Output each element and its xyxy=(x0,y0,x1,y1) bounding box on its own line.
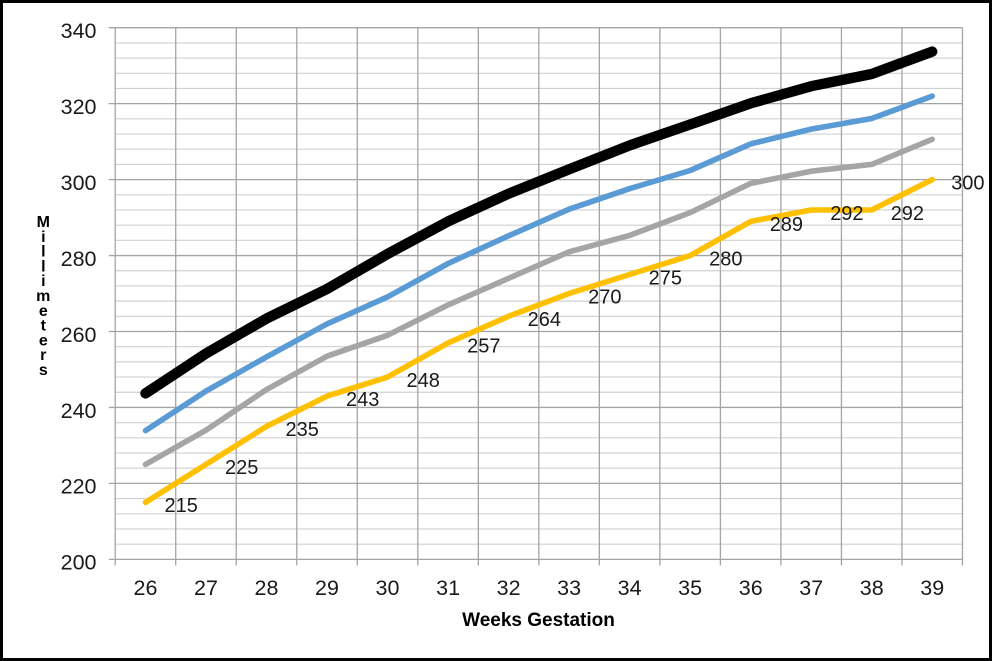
svg-text:Weeks Gestation: Weeks Gestation xyxy=(462,610,615,631)
svg-text:235: 235 xyxy=(286,419,319,441)
svg-text:33: 33 xyxy=(557,576,581,600)
svg-text:t: t xyxy=(41,318,47,335)
svg-text:225: 225 xyxy=(225,457,258,479)
svg-text:i: i xyxy=(41,273,45,290)
svg-text:280: 280 xyxy=(709,248,742,270)
svg-text:257: 257 xyxy=(467,336,500,358)
svg-text:340: 340 xyxy=(61,19,97,43)
svg-text:34: 34 xyxy=(618,576,642,600)
svg-text:29: 29 xyxy=(315,576,339,600)
svg-text:215: 215 xyxy=(165,495,198,517)
svg-text:243: 243 xyxy=(346,389,379,411)
svg-text:l: l xyxy=(41,258,45,275)
svg-text:36: 36 xyxy=(739,576,763,600)
svg-text:260: 260 xyxy=(61,323,97,347)
svg-text:s: s xyxy=(39,362,48,379)
svg-text:280: 280 xyxy=(61,247,97,271)
svg-text:26: 26 xyxy=(134,576,158,600)
svg-text:292: 292 xyxy=(891,203,924,225)
svg-text:30: 30 xyxy=(376,576,400,600)
svg-text:i: i xyxy=(41,229,45,246)
svg-text:264: 264 xyxy=(528,309,561,331)
svg-text:300: 300 xyxy=(951,172,984,194)
svg-text:200: 200 xyxy=(61,551,97,575)
svg-text:27: 27 xyxy=(194,576,218,600)
svg-text:275: 275 xyxy=(649,267,682,289)
svg-text:28: 28 xyxy=(255,576,279,600)
svg-text:248: 248 xyxy=(407,370,440,392)
svg-text:32: 32 xyxy=(497,576,521,600)
svg-text:39: 39 xyxy=(920,576,944,600)
svg-text:r: r xyxy=(40,347,46,364)
svg-text:35: 35 xyxy=(678,576,702,600)
svg-text:270: 270 xyxy=(588,286,621,308)
svg-text:M: M xyxy=(37,214,50,231)
svg-text:292: 292 xyxy=(830,203,863,225)
svg-text:320: 320 xyxy=(61,95,97,119)
svg-text:31: 31 xyxy=(436,576,460,600)
svg-text:e: e xyxy=(39,303,48,320)
svg-text:38: 38 xyxy=(860,576,884,600)
svg-text:l: l xyxy=(41,244,45,261)
svg-text:220: 220 xyxy=(61,475,97,499)
svg-text:e: e xyxy=(39,332,48,349)
svg-text:289: 289 xyxy=(770,214,803,236)
svg-text:300: 300 xyxy=(61,171,97,195)
svg-text:m: m xyxy=(36,288,50,305)
svg-text:240: 240 xyxy=(61,399,97,423)
svg-text:37: 37 xyxy=(799,576,823,600)
